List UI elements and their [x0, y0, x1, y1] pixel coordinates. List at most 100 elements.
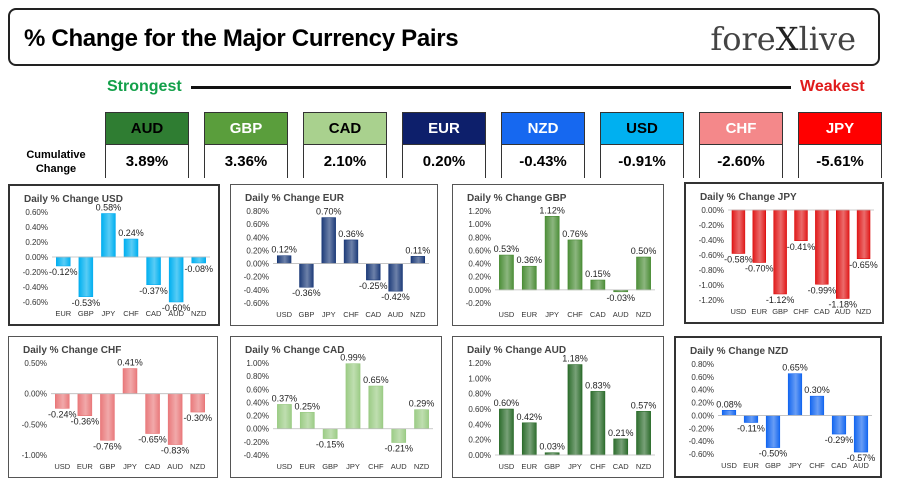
chart-title: Daily % Change GBP — [467, 193, 567, 204]
x-tick-label: CHF — [809, 461, 825, 470]
chart-title: Daily % Change EUR — [245, 193, 345, 204]
x-tick-label: USD — [499, 310, 515, 319]
data-label: -0.42% — [381, 292, 410, 302]
chart-svg: Daily % Change NZD0.80%0.60%0.40%0.20%0.… — [689, 346, 876, 470]
y-tick-label: 0.80% — [246, 207, 269, 216]
x-tick-label: JPY — [568, 462, 582, 471]
data-label: -0.15% — [316, 440, 345, 450]
y-tick-label: 0.40% — [246, 233, 269, 242]
y-tick-label: 0.00% — [246, 425, 269, 434]
y-tick-label: 1.00% — [468, 220, 491, 229]
bar — [721, 410, 737, 416]
currency-code: EUR — [403, 113, 485, 144]
x-tick-label: EUR — [743, 461, 759, 470]
bar — [835, 209, 850, 299]
currency-cumulative-value: 0.20% — [403, 144, 485, 178]
bar — [636, 256, 651, 291]
y-tick-label: -0.60% — [689, 450, 714, 459]
x-tick-label: JPY — [322, 310, 336, 319]
y-tick-label: 0.50% — [24, 359, 47, 368]
x-tick-label: JPY — [346, 462, 360, 471]
data-label: -0.25% — [359, 281, 388, 291]
strongest-label: Strongest — [107, 78, 182, 95]
data-label: -0.58% — [724, 255, 753, 265]
x-tick-label: USD — [721, 461, 737, 470]
currency-box-nzd: NZD -0.43% — [501, 112, 585, 178]
y-tick-label: 0.80% — [468, 233, 491, 242]
bar — [167, 393, 183, 445]
y-tick-label: -0.60% — [23, 298, 48, 307]
x-tick-label: CAD — [146, 309, 162, 318]
x-tick-label: JPY — [123, 462, 137, 471]
data-label: 0.24% — [118, 228, 144, 238]
bar — [122, 368, 138, 394]
currency-cumulative-value: -5.61% — [799, 144, 881, 178]
chart-svg: Daily % Change AUD1.20%1.00%0.80%0.60%0.… — [467, 345, 656, 471]
data-label: -0.65% — [138, 435, 167, 445]
bar — [343, 239, 359, 264]
x-tick-label: USD — [731, 307, 747, 316]
data-label: 1.12% — [539, 205, 565, 215]
data-label: -0.21% — [384, 444, 413, 454]
y-tick-label: 0.20% — [691, 399, 714, 408]
data-label: 0.41% — [117, 358, 143, 368]
y-tick-label: -0.20% — [466, 299, 491, 308]
x-tick-label: CAD — [814, 307, 830, 316]
data-label: 1.18% — [562, 354, 588, 364]
x-tick-label: JPY — [788, 461, 802, 470]
data-label: -0.37% — [139, 286, 168, 296]
bar — [521, 265, 537, 291]
bar — [123, 238, 139, 258]
data-label: -0.30% — [183, 413, 212, 423]
x-tick-label: NZD — [190, 462, 206, 471]
data-label: 0.30% — [804, 385, 830, 395]
bar — [77, 393, 93, 416]
bar — [773, 209, 787, 295]
y-tick-label: 0.40% — [25, 223, 48, 232]
x-tick-label: JPY — [545, 310, 559, 319]
data-label: -0.83% — [161, 446, 190, 456]
strength-divider — [191, 86, 791, 89]
data-label: -0.41% — [787, 242, 816, 252]
y-tick-label: -0.20% — [244, 438, 269, 447]
currency-code: USD — [601, 113, 683, 144]
bar — [794, 209, 808, 241]
x-tick-label: NZD — [191, 309, 207, 318]
y-tick-label: 0.00% — [468, 286, 491, 295]
y-tick-label: 0.40% — [691, 386, 714, 395]
currency-box-gbp: GBP 3.36% — [204, 112, 288, 178]
x-tick-label: EUR — [55, 309, 71, 318]
bar — [345, 363, 361, 429]
bar — [78, 256, 94, 297]
x-tick-label: AUD — [167, 462, 183, 471]
data-label: 0.29% — [409, 399, 435, 409]
forexlive-logo: foreXlive — [710, 20, 856, 58]
bar — [590, 391, 606, 456]
data-label: -1.18% — [828, 300, 857, 310]
y-tick-label: 0.40% — [468, 260, 491, 269]
chart-svg: Daily % Change EUR0.80%0.60%0.40%0.20%0.… — [244, 193, 431, 319]
currency-code: CHF — [700, 113, 782, 144]
chart-eur: Daily % Change EUR 0.80% 0.60% 0.40% 0.20% 0.… — [230, 184, 438, 326]
chart-aud: Daily % Change AUD 1.20% 1.00% 0.80% 0.60% 0.… — [452, 336, 664, 478]
data-label: 0.42% — [517, 412, 543, 422]
data-label: 0.53% — [494, 244, 520, 254]
bar — [815, 209, 829, 285]
bar — [368, 385, 384, 429]
currency-code: NZD — [502, 113, 584, 144]
x-tick-label: AUD — [835, 307, 851, 316]
bar — [145, 393, 160, 434]
x-tick-label: CHF — [590, 462, 606, 471]
currency-box-eur: EUR 0.20% — [402, 112, 486, 178]
chart-svg: Daily % Change GBP1.20%1.00%0.80%0.60%0.… — [466, 193, 657, 319]
y-tick-label: -0.40% — [699, 236, 724, 245]
bar — [299, 412, 315, 429]
x-tick-label: EUR — [77, 462, 93, 471]
x-tick-label: AUD — [613, 310, 629, 319]
bar — [146, 256, 161, 285]
bar — [590, 279, 606, 291]
y-tick-label: -0.20% — [699, 221, 724, 230]
data-label: 0.37% — [272, 393, 298, 403]
currency-cumulative-value: -0.43% — [502, 144, 584, 178]
x-tick-label: CAD — [365, 310, 381, 319]
